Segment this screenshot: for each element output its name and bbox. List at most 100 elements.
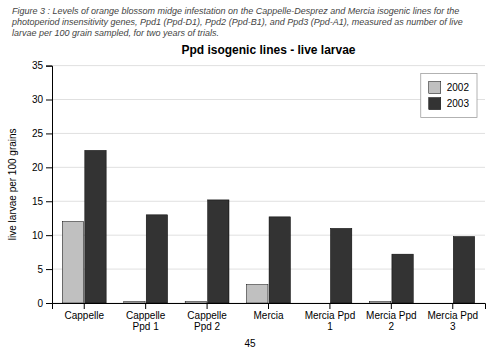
bar (369, 302, 390, 303)
series (85, 150, 475, 303)
text-line: Cappelle (187, 310, 227, 321)
x-tick-label: Mercia (253, 310, 283, 321)
grid-line (52, 201, 485, 202)
bar (85, 150, 106, 303)
bar (330, 228, 351, 303)
bar (124, 302, 145, 303)
text-line: Mercia Ppd (427, 310, 478, 321)
bar (308, 303, 329, 304)
legend-item: 2003 (429, 98, 470, 110)
y-tick-label: 10 (32, 230, 44, 241)
legend-label: 2002 (447, 82, 470, 93)
text-line: Mercia Ppd (305, 310, 356, 321)
caption: Figure 3 : Levels of orange blossom midg… (11, 6, 463, 38)
y-tick: 30 (32, 94, 52, 105)
y-tick-label: 25 (32, 128, 44, 139)
text-line: 1 (327, 321, 333, 332)
x-tick-mark (145, 303, 146, 309)
legend-item: 2002 (429, 82, 470, 94)
x-tick-label: CappellePpd 2 (187, 310, 227, 332)
x-axis-line (53, 304, 486, 310)
legend-swatch (429, 82, 441, 94)
text-line: Mercia Ppd (366, 310, 417, 321)
x-tick-label: Mercia Ppd3 (427, 310, 478, 332)
grid-line (52, 235, 485, 236)
y-tick: 10 (32, 230, 52, 241)
x-tick: Mercia Ppd3 (427, 303, 478, 332)
y-tick-mark (46, 235, 52, 236)
x-tick-mark (207, 303, 208, 309)
chart: Figure 3 : Levels of orange blossom midg… (0, 0, 500, 353)
x-tick: Mercia Ppd1 (305, 303, 356, 332)
y-tick-mark (46, 133, 52, 134)
x-tick-mark (452, 303, 453, 309)
title: Ppd isogenic lines - live larvae (181, 43, 355, 57)
y-tick-label: 30 (32, 94, 44, 105)
y-tick: 5 (37, 264, 52, 275)
x-tick: CappellePpd 1 (126, 303, 166, 332)
grid-line (52, 269, 485, 270)
y-tick-mark (46, 269, 52, 270)
y-tick-mark (46, 66, 52, 67)
y-tick: 0 (37, 298, 52, 309)
grid-line (52, 65, 485, 66)
bar (185, 302, 206, 303)
bar (431, 303, 452, 304)
x-tick-label: Cappelle (65, 310, 105, 321)
grid (52, 66, 485, 303)
grid-line (52, 133, 485, 134)
x-tick: CappellePpd 2 (187, 303, 227, 332)
bar (247, 285, 268, 303)
y-tick-label: 5 (37, 264, 43, 275)
bar (269, 217, 290, 303)
text-line: 2 (389, 321, 395, 332)
y-axis-title: live larvae per 100 grains (7, 128, 18, 240)
x-tick-mark (84, 303, 85, 309)
x-tick-mark (268, 303, 269, 309)
x-tick: Cappelle (65, 303, 105, 321)
grid-line (52, 167, 485, 168)
bar (208, 200, 229, 303)
y-tick: 20 (32, 162, 52, 173)
plot: 05101520253035CappelleCappellePpd 1Cappe… (7, 60, 486, 332)
legend: 2002 2003 (421, 74, 477, 118)
y-tick-mark (46, 100, 52, 101)
text-line: Ppd 1 (133, 321, 160, 332)
bar (146, 215, 167, 303)
x-tick-label: CappellePpd 1 (126, 310, 166, 332)
y-tick-label: 20 (32, 162, 44, 173)
y-tick-mark (46, 303, 52, 304)
text-line: Mercia (253, 310, 283, 321)
y-tick: 35 (32, 60, 52, 71)
x-tick-label: Mercia Ppd1 (305, 310, 356, 332)
text-line: photoperiod insensitivity genes, Ppd1 (P… (11, 17, 463, 27)
y-axis: 0 5 10 15 20 25 30 35 (32, 60, 53, 308)
x-axis: CappelleCappellePpd 1CappellePpd 2Mercia… (53, 303, 486, 332)
x-tick-mark (329, 303, 330, 309)
y-tick-label: 35 (32, 60, 44, 71)
y-tick-label: 0 (37, 298, 43, 309)
y-tick: 15 (32, 196, 52, 207)
legend-label: 2003 (447, 98, 470, 109)
legend-swatch (429, 98, 441, 110)
y-tick: 25 (32, 128, 52, 139)
bar (392, 254, 413, 303)
bar (62, 222, 83, 303)
x-tick: Mercia (253, 303, 283, 321)
text-line: Cappelle (65, 310, 105, 321)
bar (453, 237, 474, 303)
x-tick-label: Mercia Ppd2 (366, 310, 417, 332)
text-line: Cappelle (126, 310, 166, 321)
text-line: 3 (450, 321, 456, 332)
y-tick-mark (46, 201, 52, 202)
y-tick-mark (46, 167, 52, 168)
x-tick-mark (391, 303, 392, 309)
bars (62, 150, 474, 303)
annotation: 45 (244, 338, 256, 349)
y-tick-label: 15 (32, 196, 44, 207)
text-line: Ppd 2 (194, 321, 221, 332)
grid-line (52, 99, 485, 100)
text-line: Figure 3 : Levels of orange blossom midg… (12, 6, 459, 16)
x-tick: Mercia Ppd2 (366, 303, 417, 332)
y-axis-line (46, 66, 53, 303)
